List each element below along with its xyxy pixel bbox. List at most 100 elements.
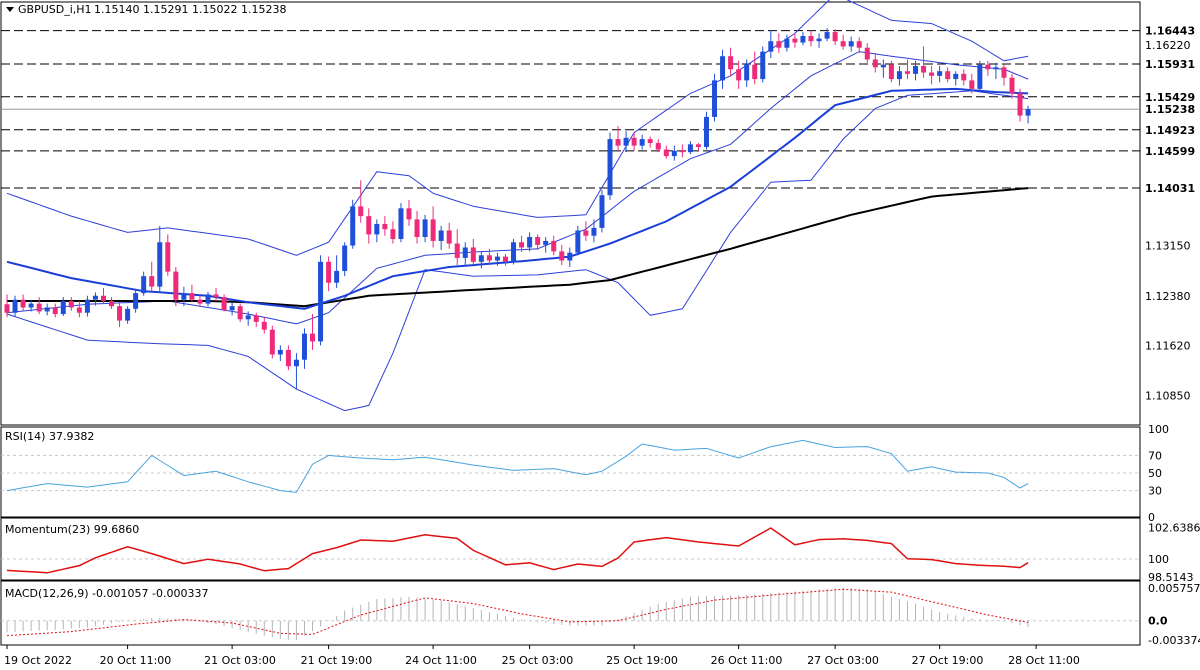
x-tick-label: 25 Oct 03:00	[502, 654, 574, 667]
panel-frame-2	[0, 517, 1141, 581]
candle	[301, 328, 307, 369]
level-tag	[1142, 123, 1194, 136]
candle	[519, 235, 525, 253]
candle-body	[752, 64, 758, 80]
macd-tick-label: 0.005757	[1148, 582, 1200, 595]
candle	[872, 52, 878, 73]
candle	[157, 225, 163, 292]
current-price-label: 1.15238	[1145, 103, 1195, 116]
candle-body	[374, 223, 380, 235]
candle	[36, 297, 42, 315]
level-label: 1.15429	[1145, 91, 1195, 104]
candle	[792, 33, 798, 48]
candle	[655, 139, 661, 153]
symbol-dropdown-icon[interactable]	[6, 7, 14, 12]
candle-body	[462, 247, 468, 258]
candle-body	[535, 237, 541, 245]
candle	[117, 302, 123, 328]
candle	[615, 126, 621, 151]
candle	[430, 206, 436, 248]
candle	[623, 131, 629, 153]
candle-body	[454, 243, 460, 258]
candle	[896, 66, 902, 86]
candle-body	[1009, 77, 1015, 94]
candle-body	[237, 306, 243, 320]
candle	[494, 252, 500, 266]
candle	[406, 199, 412, 226]
candle-body	[776, 41, 782, 48]
candle	[438, 225, 444, 251]
candle	[213, 287, 219, 301]
candle-body	[318, 261, 324, 342]
level-tag	[1142, 144, 1194, 157]
level-tag	[1142, 24, 1194, 37]
panel-frame-1	[0, 426, 1141, 518]
candle-body	[575, 230, 581, 253]
candle-body	[856, 41, 862, 48]
candle	[1025, 105, 1031, 124]
candle	[478, 252, 484, 269]
candle	[502, 253, 508, 266]
candle	[752, 51, 758, 85]
candle-body	[647, 139, 653, 144]
candle-body	[816, 38, 822, 42]
rsi-tick-label: 70	[1148, 449, 1162, 462]
candle-body	[36, 303, 42, 312]
candle-body	[141, 276, 147, 294]
candle	[543, 237, 549, 253]
candle-body	[84, 299, 90, 313]
candle-body	[929, 72, 935, 76]
candle-body	[398, 208, 404, 239]
candle	[446, 222, 452, 249]
x-tick-label: 19 Oct 2022	[4, 654, 72, 667]
candle-body	[607, 139, 613, 196]
candle-body	[639, 139, 645, 146]
candle-body	[350, 206, 356, 246]
candle-body	[969, 80, 975, 89]
symbol-label[interactable]: GBPUSD_i,H1	[18, 3, 92, 16]
candle-body	[559, 251, 565, 261]
price-tick-label: 1.16220	[1145, 39, 1191, 52]
candle-body	[406, 208, 412, 220]
candle	[961, 69, 967, 86]
candle	[937, 66, 943, 83]
candle-body	[366, 216, 372, 235]
candle	[800, 32, 806, 46]
candle-body	[422, 219, 428, 238]
indicator-panels	[1, 439, 1140, 641]
candle	[462, 242, 468, 266]
candle	[60, 297, 66, 316]
candle-body	[655, 143, 661, 150]
candle	[229, 302, 235, 316]
candle-body	[760, 51, 766, 80]
candle-body	[937, 71, 943, 76]
candle	[551, 235, 557, 256]
candle	[511, 238, 517, 265]
candle-body	[149, 276, 155, 287]
candle	[744, 59, 750, 87]
candle-body	[631, 137, 637, 146]
rsi-tick-label: 100	[1148, 423, 1169, 436]
price-level-lines	[1, 30, 1140, 189]
candle-body	[486, 255, 492, 261]
candle	[888, 60, 894, 83]
candle	[173, 267, 179, 307]
candle-body	[888, 64, 894, 80]
bollinger-middle-line	[6, 51, 1029, 325]
candle-body	[117, 306, 123, 321]
candle	[205, 291, 211, 307]
candle	[671, 145, 677, 161]
candle-body	[334, 270, 340, 283]
candle	[189, 284, 195, 303]
candle	[237, 303, 243, 322]
level-tag	[1142, 90, 1194, 103]
candle	[350, 199, 356, 249]
candle-body	[293, 359, 299, 367]
candle	[253, 312, 259, 328]
candle-body	[197, 299, 203, 304]
candle	[12, 295, 18, 316]
candle	[808, 30, 814, 47]
candle-body	[470, 247, 476, 262]
candle	[679, 144, 685, 158]
